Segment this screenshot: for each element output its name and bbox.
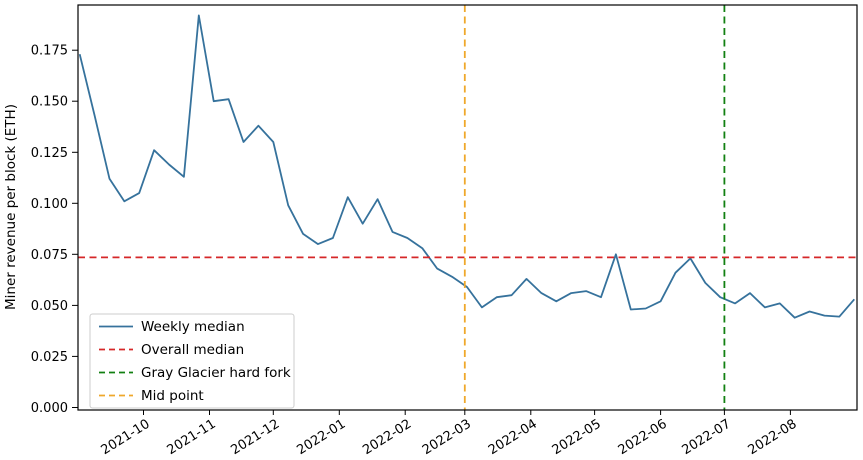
- x-tick-label: 2022-07: [679, 417, 733, 459]
- plot-border: [77, 4, 858, 411]
- legend-label: Weekly median: [141, 319, 245, 335]
- x-tick-label: 2022-08: [745, 417, 799, 459]
- x-tick-label: 2022-01: [294, 417, 348, 459]
- weekly-median-line: [78, 14, 855, 319]
- x-tick-label: 2021-11: [165, 417, 219, 459]
- legend-label: Gray Glacier hard fork: [141, 365, 291, 381]
- y-tick-label: 0.175: [31, 44, 68, 59]
- y-tick-label: 0.075: [31, 248, 68, 263]
- x-tick-label: 2021-10: [99, 417, 153, 459]
- x-axis: 2021-10 2021-11 2021-12 2022-01 2022-02 2022-…: [99, 410, 800, 458]
- legend-label: Overall median: [141, 342, 244, 358]
- y-tick-label: 0.125: [31, 146, 68, 161]
- x-tick-label: 2022-04: [486, 417, 540, 459]
- y-tick-label: 0.100: [31, 197, 68, 212]
- y-tick-label: 0.050: [31, 299, 68, 314]
- y-tick-label: 0.150: [31, 95, 68, 110]
- legend-box: [89, 313, 295, 409]
- x-tick-label: 2022-05: [550, 417, 604, 459]
- x-tick-label: 2022-02: [360, 417, 414, 459]
- legend: Weekly median Overall median Gray Glacier …: [89, 313, 295, 409]
- legend-label: Mid point: [141, 388, 204, 404]
- y-axis: 0.000 0.025 0.050 0.075 0.100 0.125 0.150 0.175: [31, 44, 78, 416]
- x-tick-label: 2022-06: [616, 417, 670, 459]
- data-series-layer: [78, 14, 855, 319]
- y-axis-label: Miner revenue per block (ETH): [3, 104, 19, 310]
- y-tick-label: 0.025: [31, 350, 68, 365]
- y-tick-label: 0.000: [31, 401, 68, 416]
- x-tick-label: 2022-03: [420, 417, 474, 459]
- x-tick-label: 2021-12: [228, 417, 282, 459]
- reference-lines-layer: [78, 5, 857, 410]
